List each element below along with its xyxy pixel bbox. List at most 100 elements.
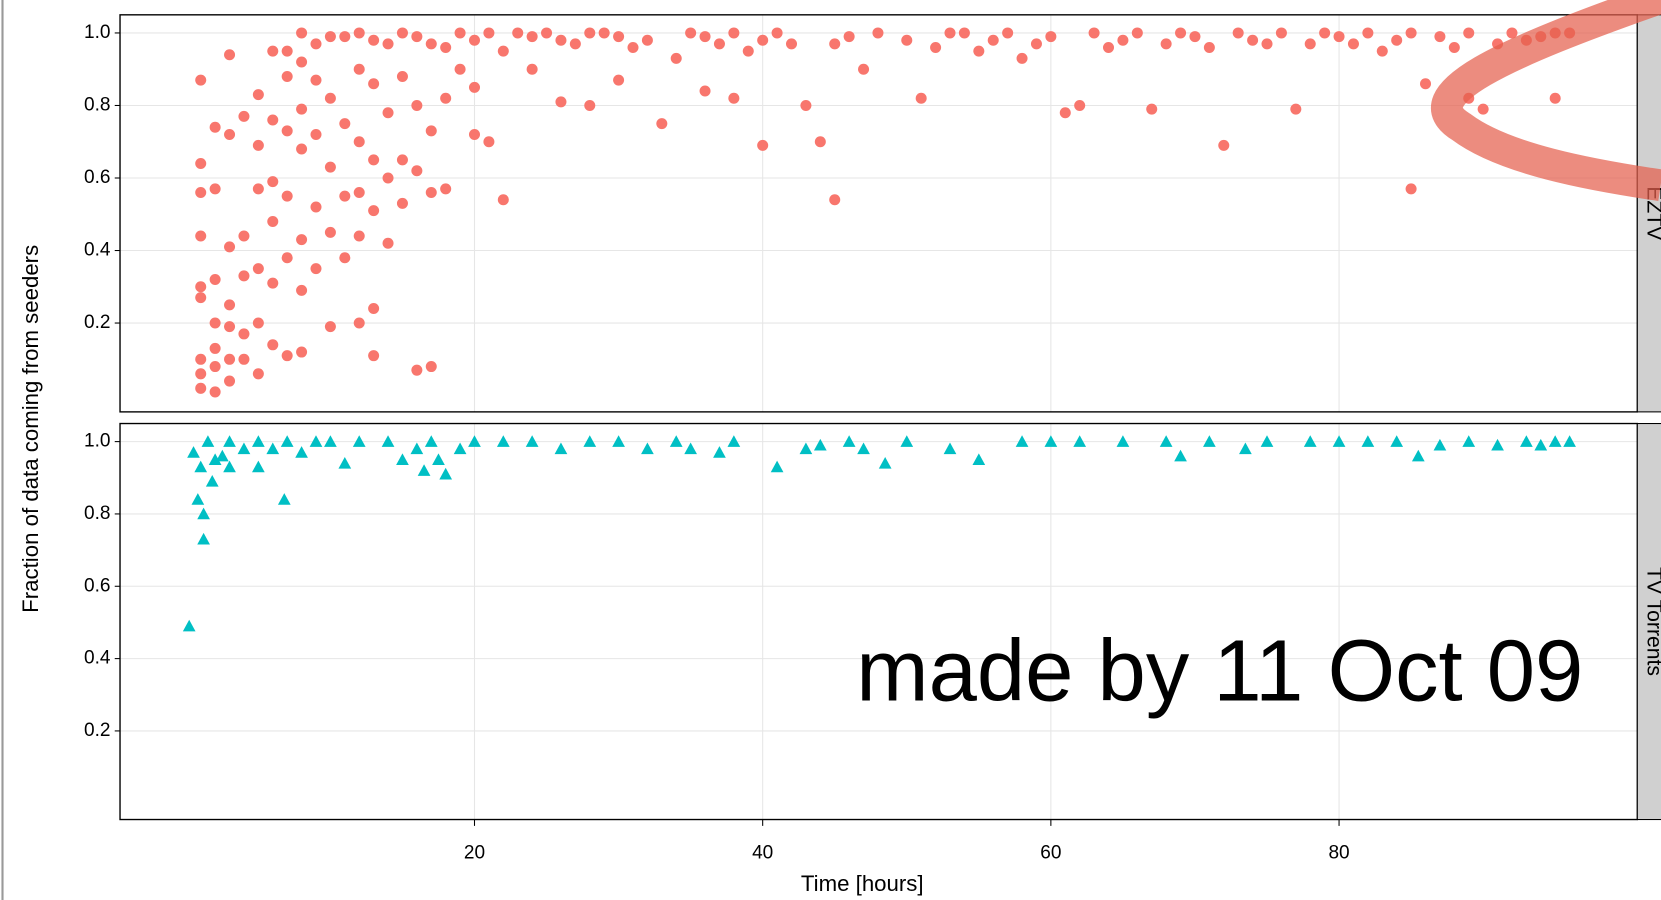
triangle-point	[432, 453, 445, 465]
point	[238, 230, 250, 242]
point	[296, 346, 308, 358]
point	[454, 27, 466, 39]
point	[555, 96, 567, 108]
annotation: made by 11 Oct 09	[856, 623, 1583, 720]
triangle-point	[197, 532, 210, 545]
point	[1304, 38, 1316, 50]
triangle-point	[669, 435, 683, 447]
point	[267, 277, 279, 289]
point	[238, 110, 250, 122]
point	[699, 85, 711, 97]
point	[728, 92, 740, 104]
triangle-point	[857, 442, 870, 455]
point	[281, 252, 293, 264]
point	[209, 183, 221, 195]
point	[195, 353, 207, 365]
triangle-point	[295, 446, 308, 458]
point	[382, 172, 394, 184]
point	[224, 299, 236, 311]
triangle-point	[277, 493, 291, 505]
triangle-point	[417, 464, 431, 476]
point	[368, 78, 380, 90]
point	[785, 38, 798, 50]
point	[209, 121, 221, 133]
point	[209, 317, 221, 329]
point	[440, 41, 452, 53]
triangle-point	[1411, 449, 1425, 462]
panel-frame	[119, 14, 1639, 413]
point	[1045, 31, 1057, 43]
point	[569, 38, 581, 50]
point	[440, 92, 452, 104]
point	[1391, 34, 1403, 46]
point	[368, 34, 380, 46]
point	[1160, 38, 1172, 50]
point	[252, 139, 264, 151]
triangle-point	[205, 475, 219, 487]
point	[915, 92, 927, 104]
triangle-point	[770, 460, 784, 473]
point	[353, 27, 365, 39]
point	[555, 34, 567, 46]
y-tick-label: 0.8	[84, 95, 110, 116]
point	[468, 128, 481, 140]
point	[209, 274, 221, 286]
point	[368, 205, 380, 217]
point	[1146, 103, 1158, 115]
y-tick-label: 0.6	[84, 575, 110, 596]
point	[1275, 27, 1287, 39]
point	[1189, 31, 1201, 43]
point	[901, 34, 913, 46]
y-tick-label: 0.2	[84, 312, 110, 333]
point	[1002, 27, 1014, 39]
point	[195, 186, 207, 199]
point	[353, 230, 365, 242]
triangle-point	[878, 456, 892, 469]
point	[1203, 41, 1215, 53]
triangle-point	[900, 435, 914, 447]
point	[425, 125, 437, 137]
point	[396, 197, 408, 209]
triangle-point	[215, 449, 229, 462]
point	[339, 118, 351, 130]
point	[713, 38, 725, 50]
point	[1247, 34, 1259, 46]
point	[425, 361, 437, 373]
triangle-point	[187, 446, 200, 458]
point	[1376, 45, 1388, 57]
triangle-point	[1332, 435, 1346, 447]
point	[267, 216, 279, 228]
point	[209, 342, 221, 354]
point	[411, 364, 423, 376]
point	[368, 303, 380, 315]
y-tick-label: 0.6	[84, 167, 110, 188]
point	[195, 368, 207, 380]
point	[1088, 27, 1100, 39]
point	[195, 382, 207, 394]
y-tick-label: 0.8	[84, 503, 110, 524]
point	[1420, 78, 1432, 90]
triangle-point	[223, 460, 236, 473]
triangle-point	[252, 435, 265, 447]
point	[296, 284, 308, 296]
point	[1319, 27, 1331, 39]
point	[252, 89, 264, 101]
triangle-point	[424, 435, 438, 447]
point	[224, 353, 236, 365]
triangle-point	[1462, 435, 1476, 447]
triangle-point	[1260, 435, 1274, 447]
triangle-point	[197, 507, 210, 520]
triangle-point	[727, 435, 741, 447]
triangle-point	[1159, 435, 1173, 447]
x-axis-title: Time [hours]	[801, 871, 924, 896]
point	[958, 27, 970, 39]
point	[396, 154, 408, 166]
point	[353, 63, 365, 75]
x-tick-label: 40	[752, 842, 773, 863]
point	[656, 118, 668, 130]
triangle-point	[439, 467, 453, 480]
point	[1333, 31, 1345, 43]
point	[238, 270, 250, 282]
point	[454, 63, 466, 75]
point	[944, 27, 956, 39]
